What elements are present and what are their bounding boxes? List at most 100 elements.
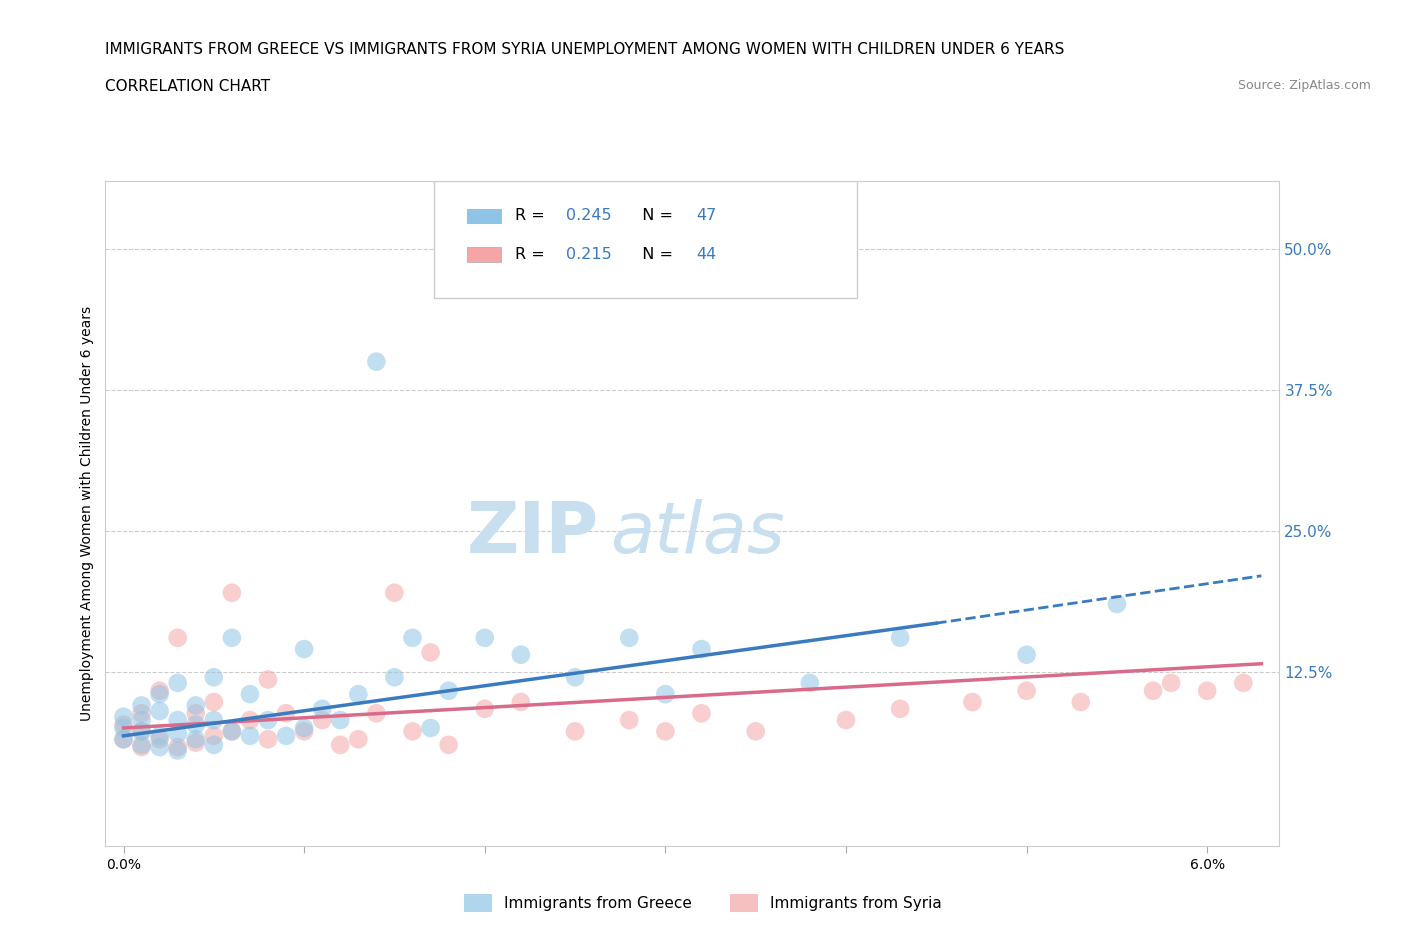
Point: [239, 728, 262, 743]
Point: [257, 712, 280, 727]
Point: [384, 670, 406, 684]
Point: [619, 631, 641, 645]
Point: [202, 712, 225, 727]
Text: 0.245: 0.245: [567, 208, 612, 223]
Point: [401, 631, 423, 645]
Point: [112, 732, 135, 747]
FancyBboxPatch shape: [467, 247, 501, 262]
Point: [889, 631, 911, 645]
Point: [347, 686, 370, 701]
Point: [889, 701, 911, 716]
FancyBboxPatch shape: [467, 208, 501, 223]
Point: [149, 686, 172, 701]
Point: [835, 712, 858, 727]
Text: ZIP: ZIP: [467, 499, 599, 568]
Point: [166, 739, 188, 754]
Text: Source: ZipAtlas.com: Source: ZipAtlas.com: [1237, 79, 1371, 92]
Point: [311, 712, 333, 727]
Point: [401, 724, 423, 738]
Point: [292, 721, 315, 736]
Text: R =: R =: [515, 208, 550, 223]
Point: [329, 737, 352, 752]
Point: [329, 712, 352, 727]
Point: [131, 739, 153, 754]
Point: [257, 672, 280, 687]
Point: [419, 645, 441, 660]
Point: [131, 712, 153, 727]
Text: 47: 47: [697, 208, 717, 223]
Point: [274, 706, 297, 721]
Point: [184, 736, 207, 751]
Text: N =: N =: [633, 208, 678, 223]
Point: [149, 739, 172, 754]
Point: [184, 732, 207, 747]
Point: [221, 724, 243, 738]
Point: [131, 737, 153, 752]
Point: [366, 354, 388, 369]
Point: [384, 585, 406, 600]
Text: CORRELATION CHART: CORRELATION CHART: [105, 79, 270, 94]
Point: [131, 706, 153, 721]
Point: [131, 724, 153, 738]
Point: [202, 695, 225, 710]
Point: [509, 647, 531, 662]
Text: IMMIGRANTS FROM GREECE VS IMMIGRANTS FROM SYRIA UNEMPLOYMENT AMONG WOMEN WITH CH: IMMIGRANTS FROM GREECE VS IMMIGRANTS FRO…: [105, 42, 1064, 57]
Point: [1232, 675, 1254, 690]
Point: [202, 728, 225, 743]
Point: [184, 698, 207, 713]
Point: [690, 642, 713, 657]
Text: 0.215: 0.215: [567, 247, 612, 262]
Point: [619, 712, 641, 727]
Point: [366, 706, 388, 721]
Point: [131, 698, 153, 713]
Point: [166, 726, 188, 741]
Y-axis label: Unemployment Among Women with Children Under 6 years: Unemployment Among Women with Children U…: [80, 306, 94, 722]
Point: [149, 704, 172, 719]
Point: [1197, 684, 1219, 698]
Point: [1105, 596, 1128, 611]
Point: [654, 724, 676, 738]
Point: [149, 684, 172, 698]
Point: [202, 737, 225, 752]
Point: [437, 737, 460, 752]
Point: [112, 710, 135, 724]
Point: [654, 686, 676, 701]
Point: [131, 724, 153, 738]
Point: [419, 721, 441, 736]
Text: atlas: atlas: [610, 499, 785, 568]
Point: [166, 675, 188, 690]
Point: [474, 631, 496, 645]
FancyBboxPatch shape: [434, 181, 856, 298]
Text: R =: R =: [515, 247, 555, 262]
Point: [1015, 647, 1038, 662]
Point: [112, 721, 135, 736]
Point: [1070, 695, 1092, 710]
Point: [166, 631, 188, 645]
Point: [221, 724, 243, 738]
Point: [1142, 684, 1164, 698]
Point: [311, 701, 333, 716]
Point: [437, 684, 460, 698]
Point: [112, 732, 135, 747]
Point: [1160, 675, 1182, 690]
Point: [347, 732, 370, 747]
Point: [564, 724, 586, 738]
Text: 44: 44: [697, 247, 717, 262]
Point: [239, 686, 262, 701]
Point: [1015, 684, 1038, 698]
Point: [184, 706, 207, 721]
Point: [274, 728, 297, 743]
Point: [292, 724, 315, 738]
Text: N =: N =: [633, 247, 678, 262]
Point: [202, 670, 225, 684]
Point: [474, 701, 496, 716]
Point: [221, 585, 243, 600]
Point: [239, 712, 262, 727]
Point: [149, 732, 172, 747]
Point: [184, 717, 207, 732]
Point: [112, 717, 135, 732]
Point: [509, 695, 531, 710]
Point: [799, 675, 821, 690]
Legend: Immigrants from Greece, Immigrants from Syria: Immigrants from Greece, Immigrants from …: [458, 888, 948, 918]
Point: [744, 724, 766, 738]
